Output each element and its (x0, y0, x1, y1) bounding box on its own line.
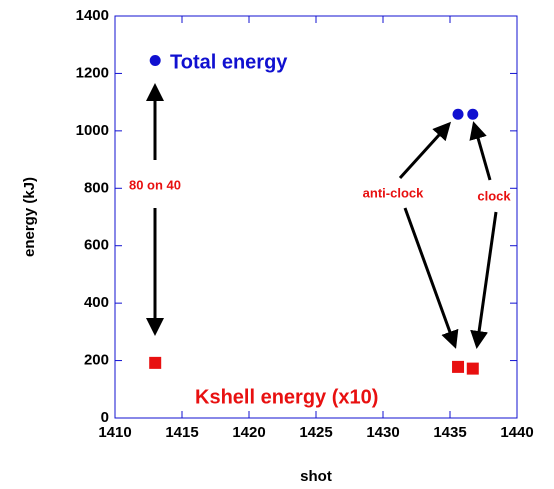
y-tick-label: 800 (84, 179, 109, 196)
x-tick-label: 1420 (232, 424, 265, 441)
x-tick-label: 1435 (433, 424, 466, 441)
x-tick-label: 1430 (366, 424, 399, 441)
annotation: anti-clock (363, 185, 424, 200)
x-tick-label: 1425 (299, 424, 332, 441)
point (467, 108, 479, 120)
plot-frame (114, 15, 518, 419)
y-tick-label: 1400 (76, 7, 109, 24)
legend-label: Total energy (170, 51, 288, 73)
x-tick-label: 1440 (500, 424, 533, 441)
annotation: clock (477, 188, 511, 203)
point (149, 55, 161, 67)
point (452, 108, 464, 120)
annotation: 80 on 40 (129, 177, 181, 192)
label-bg (128, 177, 182, 194)
x-tick-label: 1415 (165, 424, 198, 441)
arrows (146, 83, 498, 349)
y-tick-label: 0 (101, 409, 109, 426)
point (452, 360, 465, 373)
y-tick-label: 1000 (76, 122, 109, 139)
point (149, 356, 162, 369)
point (466, 362, 479, 375)
x-tick-label: 1410 (98, 424, 131, 441)
y-tick-label: 400 (84, 294, 109, 311)
y-tick-label: 1200 (76, 64, 109, 81)
y-tick-label: 600 (84, 237, 109, 254)
y-axis-label: energy (kJ) (21, 177, 38, 257)
x-axis-label: shot (300, 468, 332, 485)
y-tick-label: 200 (84, 352, 109, 369)
legend-label: Kshell energy (x10) (195, 386, 378, 408)
